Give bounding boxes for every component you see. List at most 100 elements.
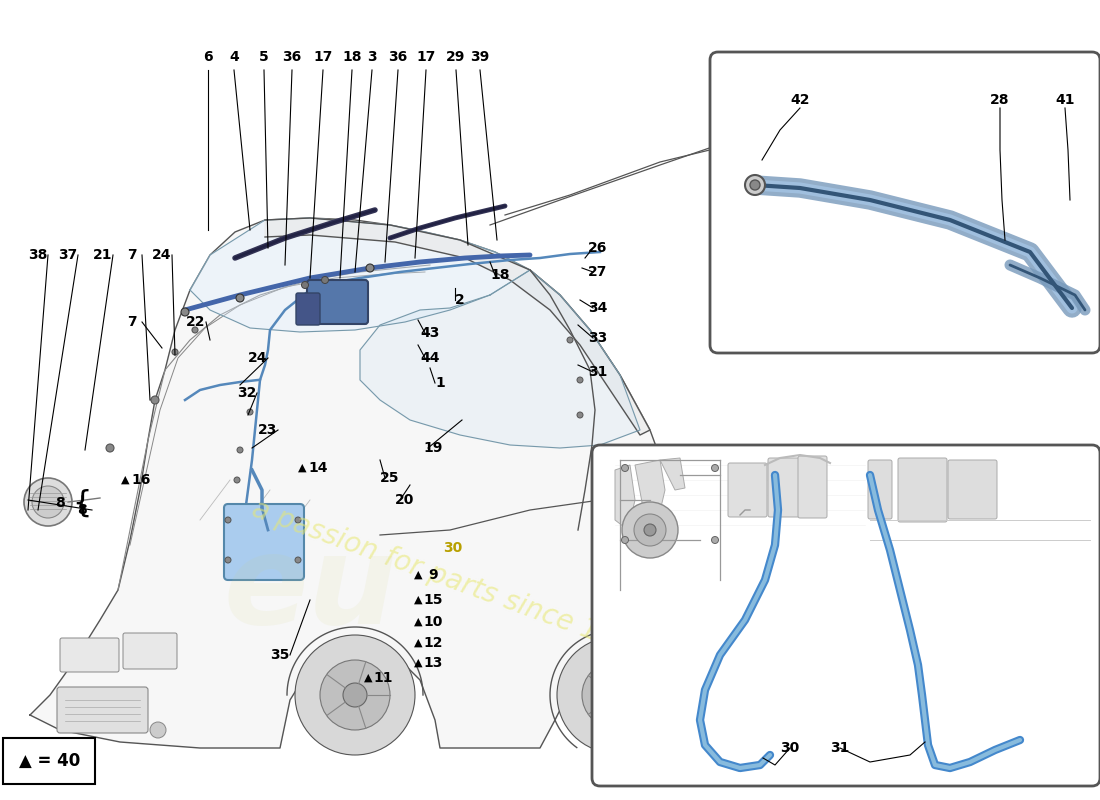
Text: ▲: ▲ [121,475,130,485]
FancyBboxPatch shape [3,738,95,784]
Text: 11: 11 [373,671,393,685]
Polygon shape [615,465,635,530]
Text: 35: 35 [271,648,289,662]
FancyBboxPatch shape [868,460,892,519]
Circle shape [578,412,583,418]
Text: 1: 1 [436,376,444,390]
Text: 30: 30 [780,741,800,755]
FancyBboxPatch shape [57,687,149,733]
Text: 20: 20 [395,493,415,507]
Circle shape [301,282,308,289]
Text: ▲: ▲ [414,638,422,648]
Circle shape [226,557,231,563]
Text: ▲: ▲ [414,617,422,627]
Text: 17: 17 [416,50,436,64]
Text: 22: 22 [186,315,206,329]
FancyBboxPatch shape [710,52,1100,353]
Text: 14: 14 [308,461,328,475]
Circle shape [236,294,244,302]
Polygon shape [660,458,685,490]
Text: 38: 38 [29,248,47,262]
Text: 32: 32 [238,386,256,400]
Circle shape [320,660,390,730]
Circle shape [226,517,231,523]
Text: 24: 24 [249,351,267,365]
Text: 42: 42 [790,93,810,107]
Circle shape [343,683,367,707]
Text: 41: 41 [1055,93,1075,107]
Text: 43: 43 [420,326,440,340]
FancyBboxPatch shape [948,460,997,519]
Circle shape [582,662,648,728]
Polygon shape [30,218,700,748]
Text: ▲: ▲ [414,570,422,580]
FancyBboxPatch shape [307,280,368,324]
Circle shape [182,308,189,316]
Circle shape [634,514,665,546]
Text: 6: 6 [204,50,212,64]
FancyBboxPatch shape [798,456,827,518]
Text: 17: 17 [314,50,332,64]
Circle shape [248,409,253,415]
Circle shape [321,277,329,283]
Text: 28: 28 [990,93,1010,107]
Circle shape [566,337,573,343]
Text: 30: 30 [443,541,463,555]
Text: eu: eu [223,530,397,650]
Text: 27: 27 [588,265,607,279]
Text: 13: 13 [424,656,442,670]
Circle shape [106,444,114,452]
FancyBboxPatch shape [768,458,800,517]
FancyBboxPatch shape [296,293,320,325]
Text: 25: 25 [381,471,399,485]
Circle shape [172,349,178,355]
Text: 18: 18 [342,50,362,64]
Circle shape [151,396,160,404]
Circle shape [745,175,764,195]
Circle shape [750,180,760,190]
Text: 26: 26 [588,241,607,255]
Text: 12: 12 [424,636,442,650]
Text: 18: 18 [491,268,509,282]
Circle shape [604,684,626,706]
Text: ▲ = 40: ▲ = 40 [20,752,80,770]
Text: a passion for parts since 1985: a passion for parts since 1985 [249,495,652,665]
Text: 33: 33 [588,331,607,345]
Text: 5: 5 [260,50,268,64]
Circle shape [295,517,301,523]
Circle shape [621,537,628,543]
Text: 36: 36 [283,50,301,64]
Text: 36: 36 [388,50,408,64]
Text: 4: 4 [229,50,239,64]
Circle shape [644,524,656,536]
Text: ▲: ▲ [414,595,422,605]
Circle shape [32,486,64,518]
Circle shape [295,557,301,563]
Polygon shape [360,270,640,448]
Text: 7: 7 [128,315,136,329]
Text: 8: 8 [77,503,87,517]
FancyBboxPatch shape [60,638,119,672]
Text: 24: 24 [152,248,172,262]
Circle shape [578,377,583,383]
FancyBboxPatch shape [898,458,947,522]
Text: 15: 15 [424,593,442,607]
Circle shape [234,477,240,483]
Circle shape [366,264,374,272]
Text: 7: 7 [128,248,136,262]
Polygon shape [190,218,530,332]
Text: ▲: ▲ [414,658,422,668]
Text: 29: 29 [447,50,465,64]
Circle shape [557,637,673,753]
Text: 16: 16 [131,473,151,487]
Text: 19: 19 [424,441,442,455]
Circle shape [295,635,415,755]
Circle shape [712,537,718,543]
Text: {: { [72,489,91,518]
Text: ▲: ▲ [364,673,372,683]
Circle shape [712,465,718,471]
Text: 31: 31 [588,365,607,379]
Text: 21: 21 [94,248,112,262]
FancyBboxPatch shape [123,633,177,669]
FancyBboxPatch shape [728,463,767,517]
